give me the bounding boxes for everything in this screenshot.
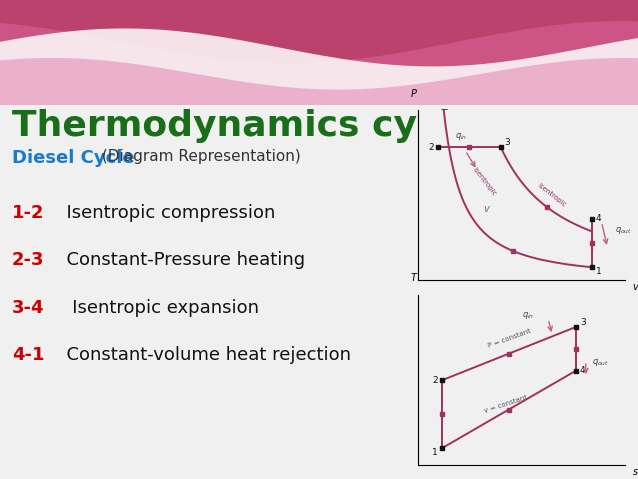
Text: 1-2: 1-2 [12, 204, 45, 222]
Text: $q_{out}$: $q_{out}$ [591, 357, 609, 368]
Text: 3-4: 3-4 [12, 299, 45, 317]
Text: Thermodynamics cycle: Thermodynamics cycle [12, 109, 475, 143]
Text: 3: 3 [505, 138, 510, 148]
Text: 2-3: 2-3 [12, 251, 45, 269]
Text: Isentropic compression: Isentropic compression [55, 204, 276, 222]
Text: (Diagram Representation): (Diagram Representation) [97, 149, 300, 164]
Text: v: v [633, 283, 638, 292]
Polygon shape [0, 58, 638, 105]
Text: 2: 2 [428, 143, 434, 152]
Polygon shape [0, 0, 638, 105]
Text: 2: 2 [432, 376, 438, 385]
Text: (a) P- v diagram: (a) P- v diagram [486, 296, 558, 304]
Text: 1: 1 [596, 267, 602, 276]
Text: $q_{out}$: $q_{out}$ [616, 225, 632, 236]
Text: Isentropic: Isentropic [537, 182, 567, 208]
Text: $q_{in}$: $q_{in}$ [455, 131, 468, 142]
Text: 4-1: 4-1 [12, 346, 45, 364]
Text: $q_{in}$: $q_{in}$ [523, 310, 535, 321]
Text: P: P [411, 89, 417, 99]
Text: Isentropic: Isentropic [471, 166, 497, 197]
Text: 1: 1 [432, 448, 438, 457]
Text: s: s [633, 467, 638, 477]
Text: 4: 4 [580, 366, 586, 375]
Text: v = constant: v = constant [483, 394, 528, 414]
Text: Constant-Pressure heating: Constant-Pressure heating [55, 251, 305, 269]
Text: Isentropic expansion: Isentropic expansion [55, 299, 259, 317]
Text: Constant-volume heat rejection: Constant-volume heat rejection [55, 346, 351, 364]
Text: v: v [483, 204, 489, 214]
Text: 4: 4 [596, 214, 601, 223]
Text: 3: 3 [580, 318, 586, 327]
Text: P = constant: P = constant [487, 328, 531, 349]
Text: T: T [411, 273, 417, 283]
Polygon shape [0, 28, 638, 105]
Polygon shape [0, 0, 638, 63]
Text: Diesel Cycle: Diesel Cycle [12, 149, 135, 167]
